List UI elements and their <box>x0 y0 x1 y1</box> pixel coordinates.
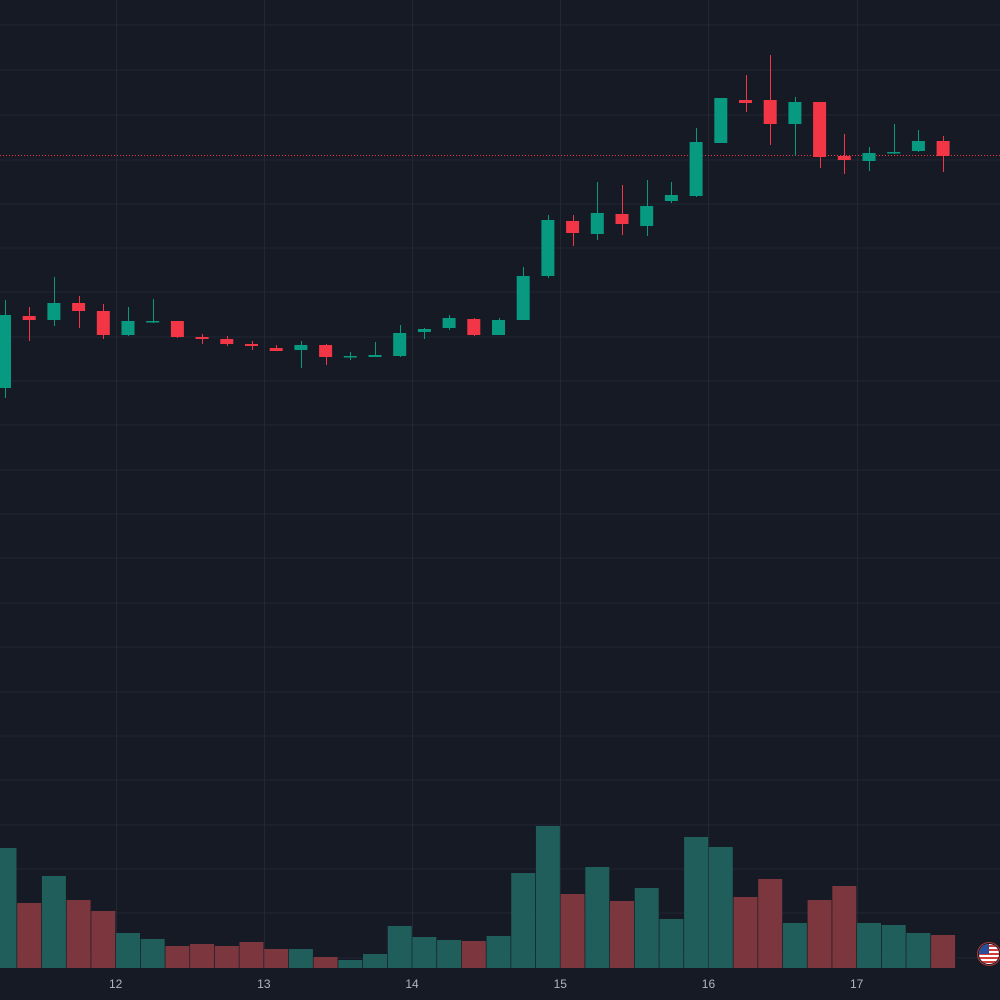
candle-body[interactable] <box>664 195 678 201</box>
candle-body[interactable] <box>936 141 950 156</box>
candle-body[interactable] <box>492 320 505 335</box>
volume-bar <box>313 957 338 968</box>
candle-body[interactable] <box>294 345 308 350</box>
volume-bar <box>610 901 634 968</box>
x-axis-tick-label: 13 <box>257 977 271 991</box>
volume-bar <box>41 876 66 968</box>
x-axis-tick-label: 14 <box>405 977 419 991</box>
x-axis-tick-label: 17 <box>850 977 864 991</box>
candle-body[interactable] <box>862 153 876 161</box>
candle-body[interactable] <box>813 102 827 157</box>
volume-bar <box>91 911 116 968</box>
x-axis-tick-label: 12 <box>109 977 123 991</box>
volume-bar <box>535 826 560 968</box>
candle-body[interactable] <box>22 316 36 320</box>
x-axis-tick-label: 16 <box>702 977 716 991</box>
volume-bar <box>634 888 659 968</box>
candle-body[interactable] <box>689 142 703 196</box>
volume-bar <box>461 941 486 968</box>
volume-bar <box>560 894 585 968</box>
candle-body[interactable] <box>887 152 901 154</box>
candle-body[interactable] <box>739 100 752 103</box>
candle-body[interactable] <box>0 315 11 388</box>
volume-bar <box>832 886 857 968</box>
volume-bar <box>733 897 758 968</box>
candle-body[interactable] <box>590 213 604 234</box>
candle-body[interactable] <box>442 318 456 328</box>
volume-bar <box>190 944 215 968</box>
us-flag-icon[interactable] <box>977 942 1000 966</box>
candle-body[interactable] <box>467 319 481 335</box>
volume-bar <box>288 949 313 968</box>
volume-bar <box>708 847 733 968</box>
candle-body[interactable] <box>368 355 382 357</box>
volume-bar <box>363 954 387 968</box>
volume-bar <box>239 942 264 968</box>
volume-bar <box>116 933 140 968</box>
candle-body[interactable] <box>121 321 135 335</box>
candle-body[interactable] <box>615 214 629 224</box>
volume-bar <box>17 903 42 968</box>
candle-body[interactable] <box>566 221 580 233</box>
x-axis-tick-label: 15 <box>554 977 568 991</box>
candle-body[interactable] <box>763 100 777 124</box>
candle-body[interactable] <box>220 339 234 344</box>
volume-bar <box>857 923 881 968</box>
candle-body[interactable] <box>72 303 86 311</box>
volume-bar <box>906 933 931 968</box>
volume-bar <box>264 949 289 968</box>
volume-bar <box>511 873 536 968</box>
volume-bar <box>165 946 190 968</box>
volume-bar <box>412 937 437 968</box>
candle-body[interactable] <box>146 321 160 323</box>
candle-body[interactable] <box>245 344 258 346</box>
volume-bar <box>931 935 956 968</box>
candle-body[interactable] <box>714 98 728 143</box>
candle-body[interactable] <box>47 303 61 320</box>
volume-bar <box>782 923 807 968</box>
volume-bar <box>684 837 709 968</box>
candle-body[interactable] <box>343 356 357 358</box>
candle-body[interactable] <box>911 141 925 151</box>
candle-body[interactable] <box>319 345 333 357</box>
candle-body[interactable] <box>269 348 283 351</box>
volume-bar <box>66 900 91 968</box>
candle-body[interactable] <box>393 333 407 356</box>
candle-body[interactable] <box>837 156 851 160</box>
candle-body[interactable] <box>195 337 209 339</box>
volume-bar <box>585 867 610 968</box>
candle-body[interactable] <box>417 329 431 332</box>
volume-bar <box>140 939 165 968</box>
volume-bar <box>437 940 462 968</box>
volume-bar <box>807 900 832 968</box>
candle-body[interactable] <box>96 311 110 335</box>
volume-bar <box>0 848 17 968</box>
candle-body[interactable] <box>640 206 654 226</box>
volume-bar <box>758 879 783 968</box>
volume-bar <box>214 946 239 968</box>
candle-body[interactable] <box>541 220 555 276</box>
volume-bar <box>659 919 684 968</box>
candle-body[interactable] <box>516 276 530 320</box>
candle-body[interactable] <box>170 321 184 337</box>
candle-body[interactable] <box>788 102 802 124</box>
volume-bar <box>338 960 363 968</box>
volume-bar <box>486 936 511 968</box>
volume-bar <box>881 925 906 968</box>
volume-bar <box>387 926 412 968</box>
